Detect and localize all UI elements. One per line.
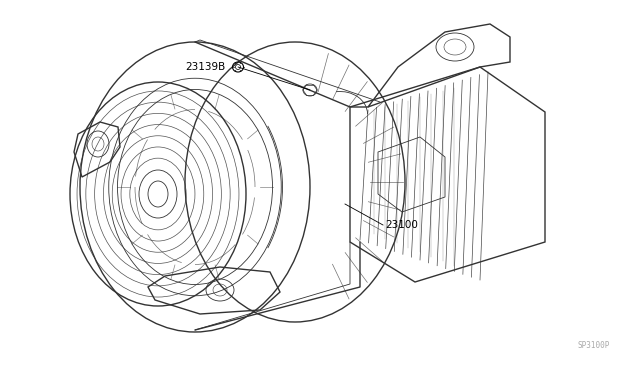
Text: SP3100P: SP3100P bbox=[578, 341, 610, 350]
Text: 23100: 23100 bbox=[385, 220, 418, 230]
Text: 23139B: 23139B bbox=[185, 62, 225, 72]
